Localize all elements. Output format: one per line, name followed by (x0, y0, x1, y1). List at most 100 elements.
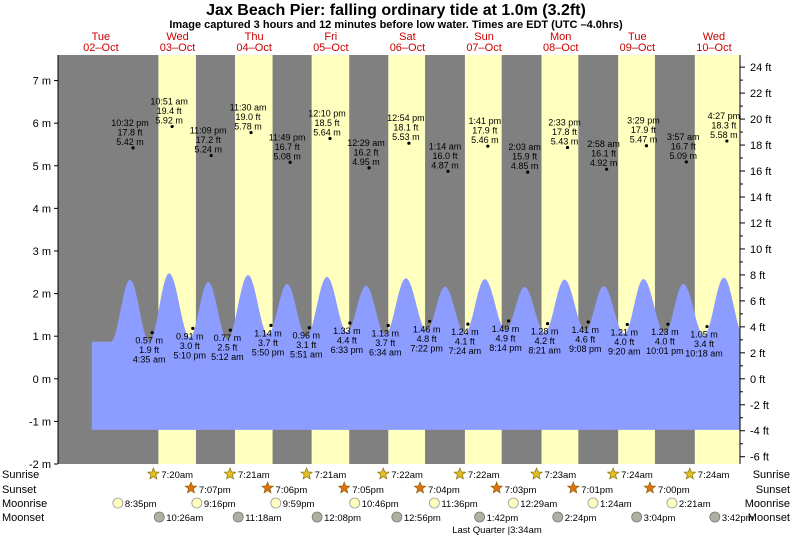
day-name: Thu (245, 31, 264, 43)
moonset-label-left: Moonset (2, 512, 44, 524)
tide-label-line: 11:30 am (230, 103, 267, 113)
tide-label-line: 7:22 pm (410, 343, 443, 353)
sunrise-icon (453, 467, 467, 480)
day-name: Wed (166, 31, 188, 43)
event-time: 7:01pm (581, 485, 613, 496)
tide-label-line: 12:29 am (347, 138, 385, 148)
day-date: 09–Oct (620, 42, 655, 54)
event-time: 10:46pm (362, 499, 399, 510)
high-tide-point (486, 144, 490, 148)
tide-label-line: 11:09 pm (190, 126, 227, 136)
moonrise-label-right: Moonrise (745, 498, 790, 510)
day-name: Fri (324, 31, 337, 43)
tide-label-line: 0.91 m (176, 331, 204, 341)
tide-label-line: 2:33 pm (548, 117, 581, 127)
tide-label-line: 3.7 ft (258, 338, 279, 348)
moonset-label-right: Moonset (748, 512, 790, 524)
low-tide-point (666, 322, 670, 326)
sunset-icon (566, 481, 580, 494)
event-time: 7:20am (161, 470, 193, 481)
tide-label-line: 17.2 ft (196, 135, 222, 145)
tide-label-line: 5:10 pm (174, 350, 207, 360)
event-time: 10:26am (166, 513, 203, 524)
tide-label-line: 5.46 m (471, 135, 499, 145)
tide-label-line: 5.47 m (630, 135, 658, 145)
tide-label-line: 0.96 m (293, 331, 321, 341)
tide-label-line: 5:50 pm (252, 347, 285, 357)
tide-label: 3:57 am 16.7 ft 5.09 m (667, 132, 700, 161)
sunset-icon (337, 481, 351, 494)
tide-label-line: 1.41 m (571, 325, 599, 335)
tide-label-line: 4.85 m (511, 161, 539, 171)
moonrise-icon (428, 497, 440, 509)
right-tick-label: 2 ft (750, 348, 765, 360)
day-name: Sat (399, 31, 416, 43)
tide-label: 1.41 m 4.6 ft 9:08 pm (569, 325, 602, 354)
tide-label-line: 4.2 ft (535, 336, 556, 346)
tide-label-line: 17.9 ft (472, 126, 498, 136)
tide-label-line: 1.13 m (371, 329, 399, 339)
tide-label-line: 6:33 pm (331, 345, 364, 355)
tide-label-line: 0.57 m (135, 336, 163, 346)
day-name: Wed (703, 31, 725, 43)
tide-label-line: 10:51 am (150, 97, 188, 107)
right-tick-label: 24 ft (750, 62, 771, 74)
low-tide-point (307, 326, 311, 330)
tide-label-line: 2:03 am (508, 142, 541, 152)
tide-label-line: 4.95 m (352, 157, 380, 167)
tide-label: 11:09 pm 17.2 ft 5.24 m (190, 126, 227, 155)
high-tide-point (170, 124, 174, 129)
tide-label: 4:27 pm 18.3 ft 5.58 m (708, 111, 741, 140)
day-headers: Tue02–OctWed03–OctThu04–OctFri05–OctSat0… (83, 31, 732, 54)
tide-label: 2:03 am 15.9 ft 4.85 m (508, 142, 541, 171)
tide-label-line: 16.0 ft (432, 151, 458, 161)
tide-label-line: 3.1 ft (296, 340, 317, 350)
tide-label-line: 4.92 m (590, 158, 618, 168)
tide-label-line: 18.5 ft (314, 118, 340, 128)
tide-label-line: 9:20 am (608, 347, 641, 357)
tide-label: 0.57 m 1.9 ft 4:35 am (133, 336, 166, 365)
left-tick-label: 4 m (33, 203, 51, 215)
right-tick-label: -2 ft (750, 400, 769, 412)
event-time: 12:08pm (324, 513, 361, 524)
left-tick-label: 6 m (33, 118, 51, 130)
tide-label-line: 1.46 m (413, 324, 441, 334)
event-time: 7:22am (468, 470, 500, 481)
day-name: Sun (474, 31, 494, 43)
tide-label-line: 5.53 m (392, 132, 420, 142)
moonset-icon (474, 511, 485, 523)
day-date: 02–Oct (83, 42, 118, 54)
tide-label: 3:29 pm 17.9 ft 5.47 m (627, 116, 660, 145)
event-time: 1:24am (600, 499, 632, 510)
tide-label-line: 1.05 m (690, 330, 718, 340)
event-time: 2:21am (679, 499, 711, 510)
tide-label-line: 1.9 ft (139, 345, 160, 355)
tide-label: 1:41 pm 17.9 ft 5.46 m (469, 116, 502, 145)
right-tick-label: 10 ft (750, 244, 771, 256)
tide-label-line: 0.77 m (214, 333, 242, 343)
event-time: 12:56pm (404, 513, 441, 524)
chart-subtitle: Image captured 3 hours and 12 minutes be… (169, 19, 623, 31)
left-axis-meters: -2 m -1 m 0 m 1 m 2 m 3 m 4 m 5 m 6 m 7 m (29, 55, 59, 471)
tide-label-line: 19.0 ft (236, 112, 262, 122)
right-tick-label: 0 ft (750, 374, 765, 386)
tide-label-line: 4:35 am (133, 355, 166, 365)
tide-label-line: 2:58 am (587, 139, 620, 149)
tide-label: 2:58 am 16.1 ft 4.92 m (587, 139, 620, 168)
left-tick-label: 2 m (33, 289, 51, 301)
sunrise-icon (146, 467, 160, 480)
low-tide-point (506, 319, 511, 323)
sunset-label-right: Sunset (756, 484, 790, 496)
tide-label-line: 4:27 pm (708, 111, 741, 121)
high-tide-point (209, 153, 213, 158)
low-tide-point (705, 324, 709, 329)
moonrise-icon (507, 497, 519, 509)
left-tick-label: 3 m (33, 246, 51, 258)
event-time: 9:16pm (204, 499, 236, 510)
event-time: 7:04pm (428, 485, 460, 496)
tide-label-line: 7:24 am (449, 346, 482, 356)
left-tick-label: 7 m (33, 76, 51, 88)
tide-label-line: 5.58 m (710, 130, 738, 140)
tide-area (91, 273, 740, 430)
low-tide-point (545, 322, 550, 326)
